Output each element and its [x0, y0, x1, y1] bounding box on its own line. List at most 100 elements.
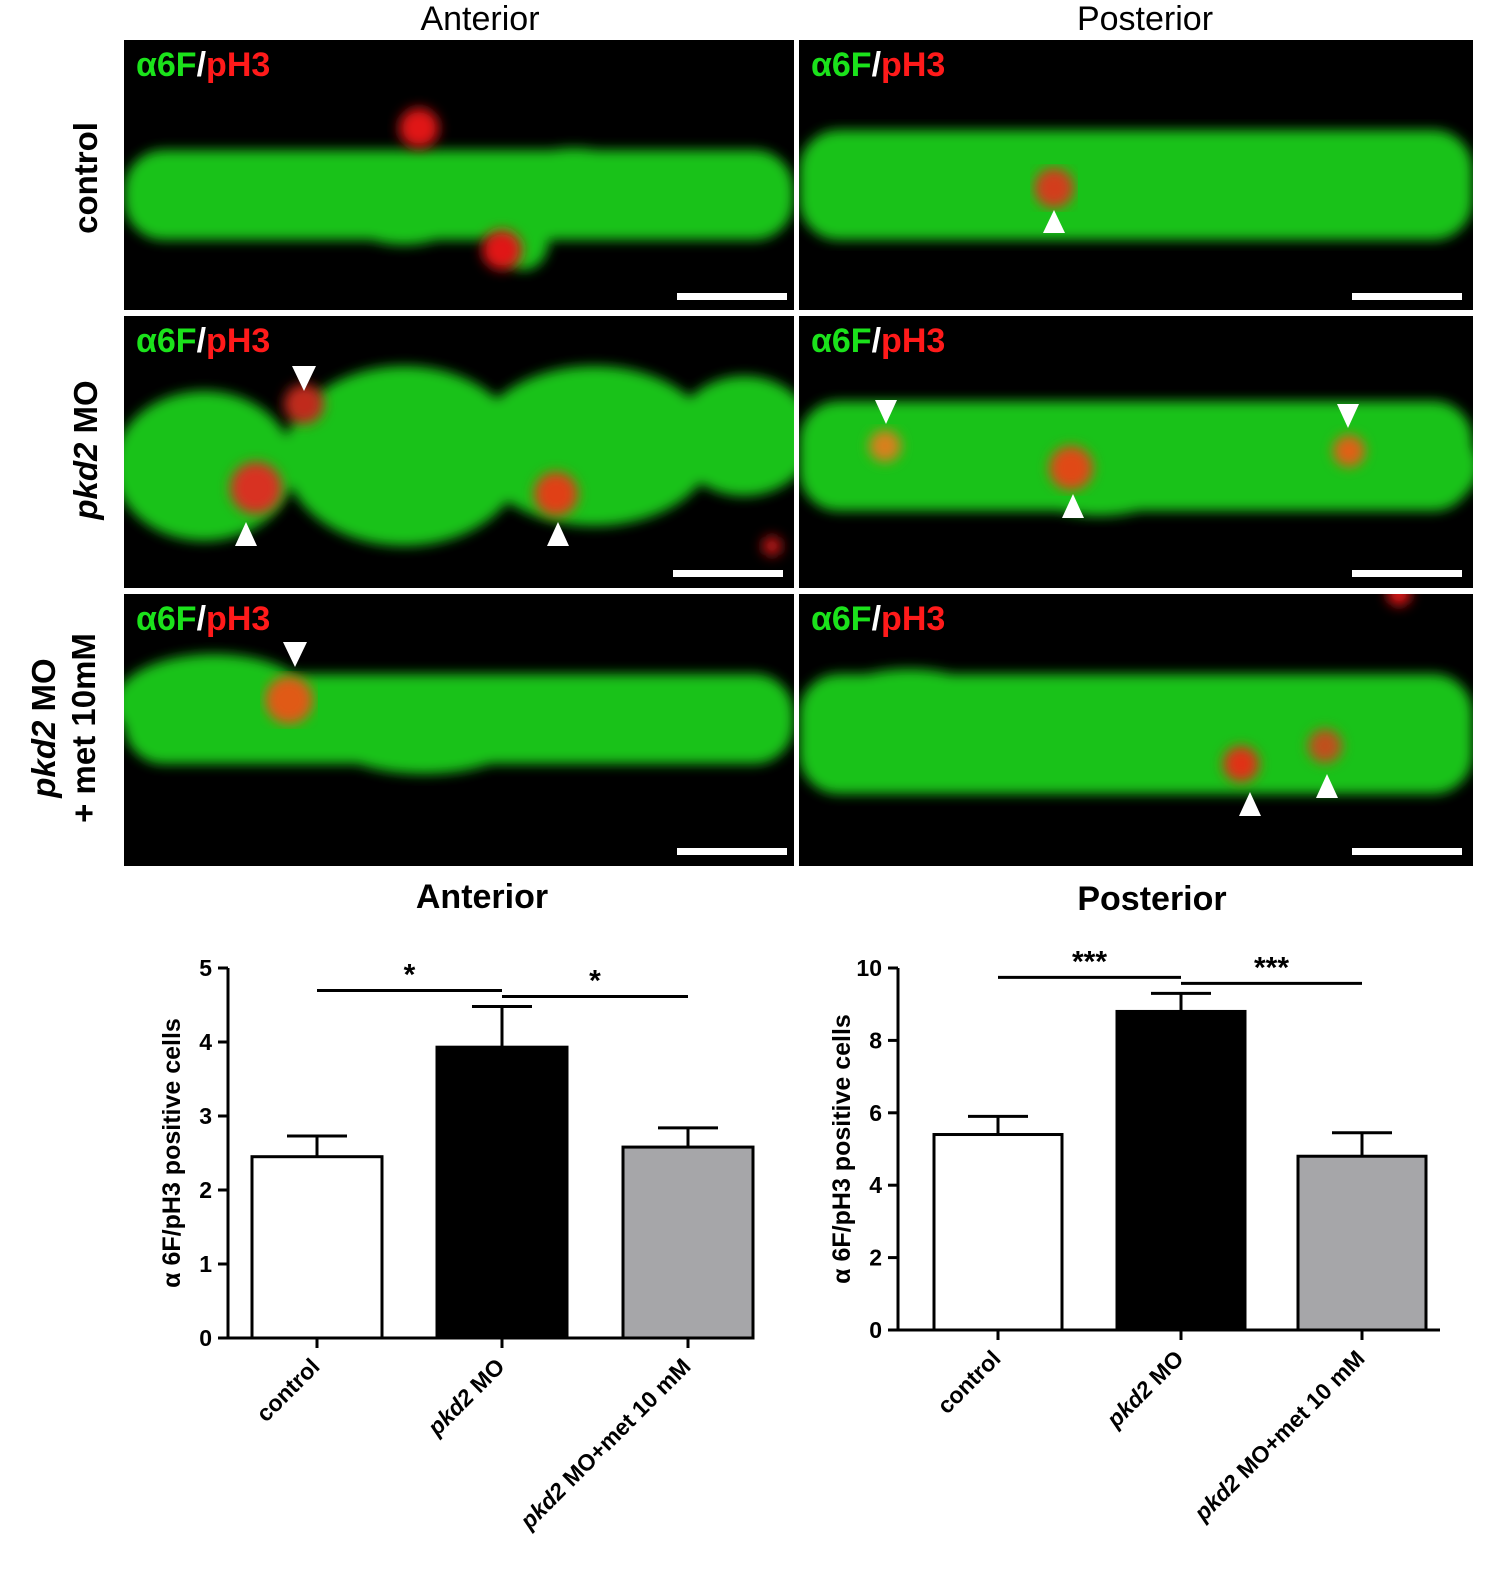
bar [1296, 1154, 1428, 1332]
arrowhead [547, 522, 569, 546]
scale-bar [1352, 848, 1462, 855]
arrowhead [283, 642, 307, 667]
stain-red: pH3 [881, 46, 946, 84]
row-label-gene: pkd2 [25, 720, 62, 798]
bar [621, 1145, 755, 1340]
arrowhead [1316, 774, 1338, 798]
stain-label: α6F/pH3 [136, 322, 270, 361]
x-tick-label: pkd2 MO+met 10 mM [514, 1353, 695, 1534]
row-label-pkd2-mo-met: pkd2 MO + met 10mM [24, 578, 104, 878]
micrograph-control-anterior: α6F/pH3 [124, 40, 794, 310]
stain-red: pH3 [206, 322, 271, 360]
x-tick-label: control [251, 1353, 325, 1427]
chart-title-anterior: Anterior [415, 878, 549, 916]
y-tick-label: 1 [199, 1251, 212, 1277]
row-label-control-text: control [67, 122, 104, 234]
arrowhead [1062, 494, 1084, 518]
chart-title-posterior: Posterior [1077, 880, 1227, 918]
micrograph-image [124, 642, 794, 855]
bar [250, 1155, 384, 1340]
y-tick-label: 6 [869, 1100, 882, 1126]
stain-label: α6F/pH3 [811, 46, 945, 85]
stain-label: α6F/pH3 [136, 46, 270, 85]
micrograph-control-posterior: α6F/pH3 [799, 40, 1473, 310]
stain-green: α6F [811, 600, 872, 638]
bar-chart-svg: α 6F/pH3 positive cells 0 1 2 3 4 5 control pkd2… [158, 955, 755, 1534]
arrowhead [875, 400, 897, 424]
arrowhead [1239, 792, 1261, 816]
row-label-mo: MO [25, 658, 62, 721]
stain-red: pH3 [881, 322, 946, 360]
x-tick-label: pkd2 MO [1101, 1345, 1189, 1433]
row-label-line1: pkd2 MO [24, 578, 64, 878]
y-tick-label: 2 [199, 1177, 212, 1203]
significance-marker: * [404, 958, 416, 991]
significance-marker: *** [1072, 945, 1107, 978]
column-title-anterior: Anterior [420, 0, 540, 38]
stain-sep: / [871, 46, 882, 84]
micrograph-image [799, 594, 1473, 855]
x-tick-label-text: MO+met 10 mM [553, 1353, 696, 1496]
y-tick-label: 4 [199, 1029, 212, 1055]
stain-green: α6F [136, 46, 197, 84]
stain-sep: / [871, 600, 882, 638]
stain-red: pH3 [206, 600, 271, 638]
bar-chart-svg: α 6F/pH3 positive cells 0 2 4 6 8 10 control pkd… [828, 945, 1440, 1526]
stain-green: α6F [136, 600, 197, 638]
x-tick-label: pkd2 MO [422, 1353, 510, 1441]
y-tick-label: 0 [869, 1317, 882, 1343]
y-tick-label: 10 [856, 955, 882, 981]
stain-label: α6F/pH3 [811, 600, 945, 639]
stain-green: α6F [811, 46, 872, 84]
bar [932, 1133, 1064, 1332]
micrograph-image [799, 130, 1473, 300]
micrograph-image [799, 400, 1473, 577]
scale-bar [677, 848, 787, 855]
significance-marker: *** [1254, 951, 1289, 984]
micrograph-pkd2-posterior: α6F/pH3 [799, 316, 1473, 588]
row-label-line2: + met 10mM [65, 633, 102, 823]
y-tick-label: 0 [199, 1325, 212, 1351]
scale-bar [673, 570, 783, 577]
x-tick-label-text: control [251, 1353, 325, 1427]
bar-chart-anterior: α 6F/pH3 positive cells 0 1 2 3 4 5 control pkd2… [150, 930, 790, 1590]
x-tick-label: pkd2 MO+met 10 mM [1188, 1345, 1369, 1526]
micrograph-pkd2-anterior: α6F/pH3 [124, 316, 794, 588]
y-axis-label: α 6F/pH3 positive cells [158, 1018, 186, 1288]
y-tick-label: 3 [199, 1103, 212, 1129]
x-tick-label-text: control [932, 1345, 1006, 1419]
x-tick-label-text: MO+met 10 mM [1227, 1345, 1370, 1488]
significance-marker: * [589, 964, 601, 997]
row-label-mo: MO [67, 380, 104, 443]
bar [1115, 1009, 1247, 1332]
stain-sep: / [871, 322, 882, 360]
arrowhead [1337, 404, 1359, 428]
micrograph-image [124, 366, 794, 577]
arrowhead [235, 522, 257, 546]
arrowhead [292, 366, 316, 391]
bar-chart-posterior: α 6F/pH3 positive cells 0 2 4 6 8 10 control pkd… [820, 930, 1480, 1590]
bar [435, 1045, 569, 1340]
micrograph-met-posterior: α6F/pH3 [799, 594, 1473, 866]
y-tick-label: 8 [869, 1027, 882, 1053]
scale-bar [1352, 293, 1462, 300]
stain-green: α6F [136, 322, 197, 360]
y-tick-label: 4 [869, 1172, 882, 1198]
stain-sep: / [196, 46, 207, 84]
x-tick-label: control [932, 1345, 1006, 1419]
scale-bar [1352, 570, 1462, 577]
row-label-control: control [66, 122, 106, 234]
y-axis-label: α 6F/pH3 positive cells [828, 1014, 856, 1284]
column-title-posterior: Posterior [1076, 0, 1214, 38]
row-label-gene: pkd2 [67, 442, 104, 520]
y-tick-label: 2 [869, 1245, 882, 1271]
stain-red: pH3 [206, 46, 271, 84]
stain-red: pH3 [881, 600, 946, 638]
y-tick-label: 5 [199, 955, 212, 981]
row-label-pkd2-mo: pkd2 MO [66, 380, 106, 519]
stain-label: α6F/pH3 [136, 600, 270, 639]
arrowhead [1043, 210, 1065, 233]
micrograph-met-anterior: α6F/pH3 [124, 594, 794, 866]
stain-green: α6F [811, 322, 872, 360]
scale-bar [677, 293, 787, 300]
